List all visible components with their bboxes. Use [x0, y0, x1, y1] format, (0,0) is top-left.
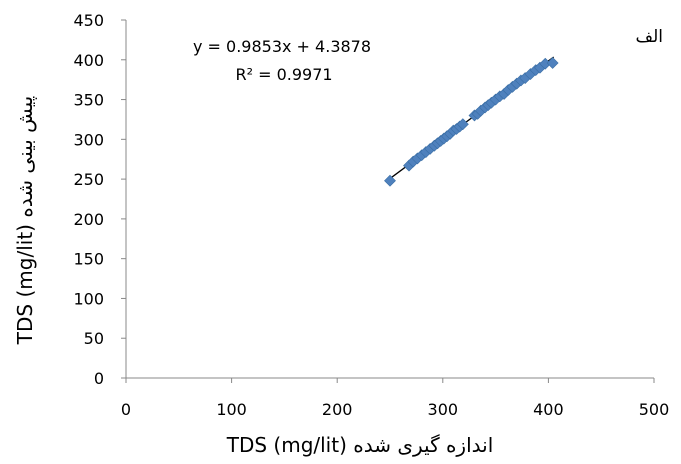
y-tick-label: 100: [73, 289, 104, 308]
y-tick-labels: 0 50 100 150 200 250 300 350 400 450: [73, 11, 126, 388]
trendline-equation: y = 0.9853x + 4.3878: [193, 37, 371, 56]
y-axis-title: TDS (mg/lit) پیش بینی شده: [13, 96, 38, 345]
axes: [125, 20, 654, 379]
data-points: [384, 57, 559, 187]
data-point: [546, 57, 559, 69]
panel-label: الف: [635, 27, 663, 47]
y-tick-label: 400: [73, 51, 104, 70]
x-tick-labels: 0 100 200 300 400 500: [121, 378, 669, 419]
y-tick-label: 0: [94, 369, 104, 388]
y-tick-label: 150: [73, 250, 104, 269]
y-tick-label: 200: [73, 210, 104, 229]
x-tick-label: 300: [428, 400, 459, 419]
x-axis-title: TDS (mg/lit) اندازه گیری شده: [226, 433, 494, 457]
x-tick-label: 500: [639, 400, 670, 419]
x-tick-label: 0: [121, 400, 131, 419]
x-tick-label: 100: [216, 400, 247, 419]
y-tick-label: 300: [73, 130, 104, 149]
data-point: [456, 118, 469, 131]
data-point: [384, 174, 396, 187]
y-tick-label: 350: [73, 91, 104, 110]
y-tick-label: 50: [84, 329, 104, 348]
x-tick-label: 200: [322, 400, 353, 419]
r-squared-label: R² = 0.9971: [235, 65, 332, 84]
x-tick-label: 400: [533, 400, 564, 419]
y-tick-label: 450: [73, 11, 104, 30]
y-tick-label: 250: [73, 170, 104, 189]
